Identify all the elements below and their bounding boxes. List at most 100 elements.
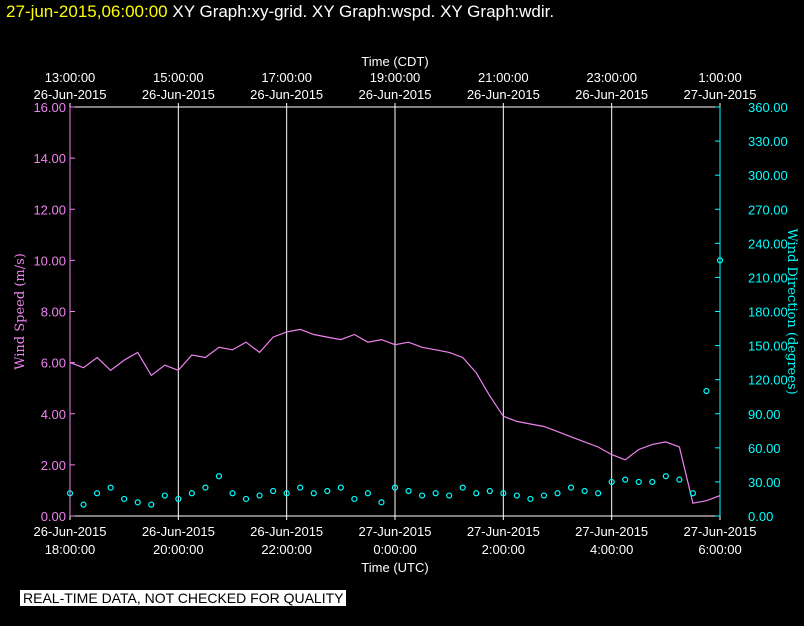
wind-direction-point xyxy=(80,501,87,508)
wind-direction-point xyxy=(337,484,344,491)
top-tick-time: 1:00:00 xyxy=(698,70,741,85)
wind-speed-line xyxy=(69,328,721,504)
bottom-tick-time: 0:00:00 xyxy=(373,542,416,557)
title-row: 27-jun-2015,06:00:00 XY Graph:xy-grid. X… xyxy=(6,2,554,22)
left-tick-label: 0.00 xyxy=(41,509,66,524)
bottom-tick-time: 4:00:00 xyxy=(590,542,633,557)
wind-direction-point xyxy=(202,484,209,491)
wind-direction-point xyxy=(486,487,493,495)
right-tick-label: 150.00 xyxy=(748,339,788,354)
top-tick-date: 26-Jun-2015 xyxy=(467,87,540,102)
top-tick-date: 26-Jun-2015 xyxy=(34,87,107,102)
top-axis-title: Time (CDT) xyxy=(361,54,428,69)
wind-direction-point xyxy=(595,490,602,497)
wind-direction-point xyxy=(175,495,182,503)
bottom-axis-title: Time (UTC) xyxy=(361,560,428,575)
wind-direction-point xyxy=(635,478,642,486)
right-tick-label: 360.00 xyxy=(748,100,788,115)
top-tick-time: 13:00:00 xyxy=(45,70,96,85)
left-tick-label: 6.00 xyxy=(41,356,66,371)
title-timestamp: 27-jun-2015,06:00:00 xyxy=(6,2,168,21)
right-tick-label: 60.00 xyxy=(748,441,781,456)
wind-direction-point xyxy=(93,490,101,497)
top-tick-date: 26-Jun-2015 xyxy=(575,87,648,102)
top-tick-date: 26-Jun-2015 xyxy=(142,87,215,102)
top-tick-time: 15:00:00 xyxy=(153,70,204,85)
wind-direction-point xyxy=(622,476,629,483)
top-tick-time: 23:00:00 xyxy=(586,70,637,85)
wind-direction-point xyxy=(567,484,575,491)
top-tick-time: 19:00:00 xyxy=(370,70,421,85)
left-tick-label: 8.00 xyxy=(41,305,66,320)
right-tick-label: 0.00 xyxy=(748,509,773,524)
wind-direction-point xyxy=(459,484,466,491)
wind-direction-point xyxy=(703,387,710,395)
left-tick-label: 10.00 xyxy=(33,253,66,268)
left-tick-label: 12.00 xyxy=(33,202,66,217)
wind-speed-series xyxy=(69,328,721,504)
top-tick-date: 27-Jun-2015 xyxy=(684,87,757,102)
wind-direction-point xyxy=(446,492,453,499)
wind-direction-point xyxy=(283,490,290,497)
wind-direction-point xyxy=(215,473,223,480)
bottom-tick-time: 2:00:00 xyxy=(482,542,525,557)
wind-direction-point xyxy=(391,484,399,491)
bottom-tick-time: 22:00:00 xyxy=(261,542,312,557)
grid-lines xyxy=(69,107,721,516)
wind-direction-point xyxy=(310,490,317,497)
bottom-tick-time: 6:00:00 xyxy=(698,542,741,557)
wind-direction-point xyxy=(662,473,669,480)
bottom-tick-date: 27-Jun-2015 xyxy=(467,524,540,539)
bottom-tick-date: 27-Jun-2015 xyxy=(575,524,648,539)
wind-direction-point xyxy=(418,492,426,499)
wind-direction-point xyxy=(500,490,507,497)
right-tick-label: 300.00 xyxy=(748,168,788,183)
right-tick-label: 120.00 xyxy=(748,373,788,388)
wind-direction-point xyxy=(676,476,683,483)
wind-direction-point xyxy=(432,490,439,497)
bottom-tick-time: 20:00:00 xyxy=(153,542,204,557)
bottom-tick-date: 26-Jun-2015 xyxy=(250,524,323,539)
wind-direction-point xyxy=(405,487,412,495)
wind-direction-point xyxy=(540,492,548,499)
right-tick-label: 30.00 xyxy=(748,475,781,490)
wind-direction-point xyxy=(513,492,520,499)
wind-direction-point xyxy=(608,478,615,486)
left-tick-label: 16.00 xyxy=(33,100,66,115)
left-axis-title: Wind Speed (m/s) xyxy=(13,253,28,370)
wind-direction-point xyxy=(229,490,236,497)
wind-direction-point xyxy=(689,490,697,497)
wind-direction-point xyxy=(554,490,561,497)
wind-direction-point xyxy=(161,492,168,499)
bottom-tick-time: 18:00:00 xyxy=(45,542,96,557)
wind-direction-point xyxy=(527,495,534,503)
right-tick-label: 270.00 xyxy=(748,202,788,217)
wind-direction-point xyxy=(378,499,385,506)
bottom-tick-date: 27-Jun-2015 xyxy=(359,524,432,539)
wind-direction-point xyxy=(473,490,480,497)
right-tick-label: 330.00 xyxy=(748,134,788,149)
right-tick-label: 180.00 xyxy=(748,305,788,320)
right-tick-label: 240.00 xyxy=(748,236,788,251)
top-tick-time: 21:00:00 xyxy=(478,70,529,85)
left-tick-label: 2.00 xyxy=(41,458,66,473)
quality-warning: REAL-TIME DATA, NOT CHECKED FOR QUALITY xyxy=(20,590,347,606)
wind-direction-point xyxy=(351,495,358,503)
wind-direction-point xyxy=(134,499,141,506)
wind-direction-point xyxy=(581,487,588,495)
bottom-tick-date: 26-Jun-2015 xyxy=(34,524,107,539)
wind-direction-point xyxy=(297,484,304,491)
wind-direction-point xyxy=(270,487,277,495)
top-tick-date: 26-Jun-2015 xyxy=(359,87,432,102)
top-tick-time: 17:00:00 xyxy=(261,70,312,85)
title-graph-list: XY Graph:xy-grid. XY Graph:wspd. XY Grap… xyxy=(172,2,555,21)
top-tick-date: 26-Jun-2015 xyxy=(250,87,323,102)
bottom-tick-date: 27-Jun-2015 xyxy=(684,524,757,539)
wind-direction-point xyxy=(364,490,372,497)
right-tick-label: 210.00 xyxy=(748,270,788,285)
wind-direction-point xyxy=(324,487,331,495)
wind-direction-point xyxy=(256,492,263,499)
wind-direction-point xyxy=(107,484,114,491)
left-tick-label: 14.00 xyxy=(33,151,66,166)
